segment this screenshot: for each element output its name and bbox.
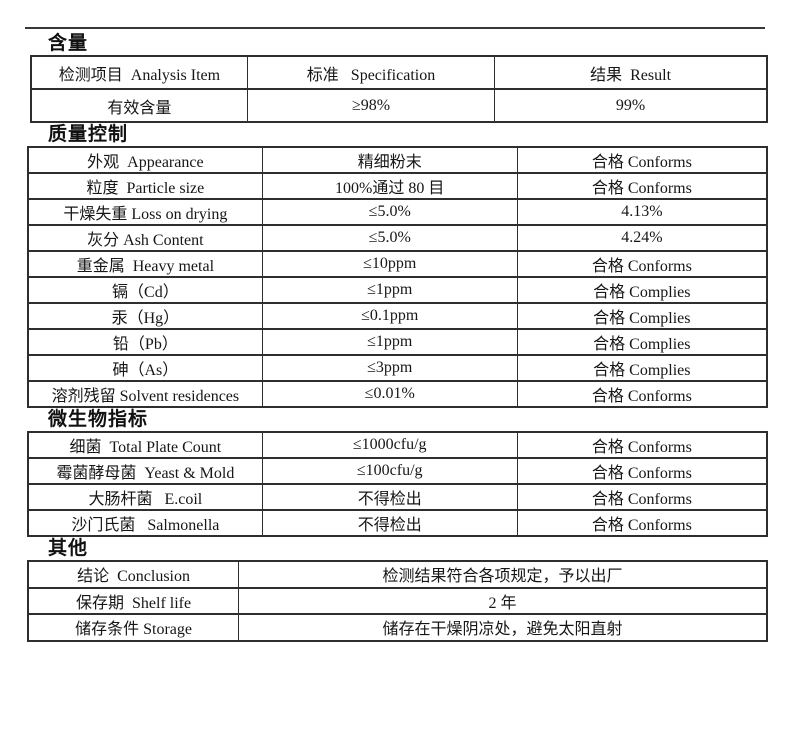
table-cell: 合格 Conforms [516,457,768,485]
table-cell: 100%通过 80 目 [261,172,518,200]
table-cell: ≤0.1ppm [261,302,518,330]
section-heading-microbiology: 微生物指标 [48,409,149,430]
section-microbiology: 微生物指标 细菌 Total Plate Count ≤1000cfu/g 合格 C… [0,408,800,537]
table-cell: 外观 Appearance [27,146,263,174]
table-row: 细菌 Total Plate Count ≤1000cfu/g 合格 Conform… [27,431,768,459]
table-cell: ≤0.01% [261,380,518,408]
table-cell: ≤100cfu/g [261,457,518,485]
table-cell: 合格 Complies [516,276,768,304]
table-row: 灰分 Ash Content ≤5.0% 4.24% [27,224,768,252]
table-cell: 大肠杆菌 E.coil [27,483,263,511]
table-cell: ≤1000cfu/g [261,431,518,459]
table-cell: ≤10ppm [261,250,518,278]
table-cell: ≤5.0% [261,198,518,226]
table-cell: 标准 Specification [246,55,496,90]
table-cell: 沙门氏菌 Salmonella [27,509,263,537]
table-cell: 99% [494,88,768,123]
table-cell: 合格 Conforms [516,380,768,408]
table-cell: 溶剂残留 Solvent residences [27,380,263,408]
top-rule-divider [25,27,765,29]
table-row: 有效含量 ≥98% 99% [30,88,768,123]
table-cell: 合格 Conforms [516,250,768,278]
table-cell: 有效含量 [30,88,248,123]
table-cell: 霉菌酵母菌 Yeast & Mold [27,457,263,485]
table-cell: ≤1ppm [261,276,518,304]
table-cell: 检测结果符合各项规定，予以出厂 [238,560,768,589]
table-row: 粒度 Particle size 100%通过 80 目合格 Conforms [27,172,768,200]
table-row: 保存期 Shelf life 2 年 [27,586,768,615]
table-cell: 合格 Conforms [516,483,768,511]
table-cell: 4.24% [516,224,768,252]
table-cell: 汞（Hg） [27,302,263,330]
table-cell: 合格 Conforms [516,431,768,459]
table-cell: 2 年 [238,586,768,615]
table-cell: 合格 Complies [516,302,768,330]
other-table-body: 结论 Conclusion 检测结果符合各项规定，予以出厂 保存期 Shelf li… [27,560,768,642]
table-cell: ≤3ppm [261,354,518,382]
table-cell: 合格 Conforms [516,146,768,174]
table-cell: 粒度 Particle size [27,172,263,200]
table-cell: 不得检出 [261,483,518,511]
assay-table-header: 检测项目 Analysis Item 标准 Specification 结果 Res… [30,55,768,90]
table-cell: 砷（As） [27,354,263,382]
quality-control-table: 外观 Appearance 精细粉末 合格 Conforms 粒度 Particle … [27,146,768,408]
table-cell: ≥98% [246,88,496,123]
table-cell: 铅（Pb） [27,328,263,356]
table-cell: 检测项目 Analysis Item [30,55,248,90]
table-cell: 重金属 Heavy metal [27,250,263,278]
table-cell: 合格 Complies [516,354,768,382]
table-cell: 储存条件 Storage [27,613,240,642]
section-heading-other: 其他 [48,538,89,559]
section-other: 其他 结论 Conclusion 检测结果符合各项规定，予以出厂 保存期 Shelf… [0,537,800,642]
other-table: 结论 Conclusion 检测结果符合各项规定，予以出厂 保存期 Shelf li… [27,560,768,642]
table-row: 霉菌酵母菌 Yeast & Mold ≤100cfu/g 合格 Conforms [27,457,768,485]
table-cell: 细菌 Total Plate Count [27,431,263,459]
table-cell: ≤5.0% [261,224,518,252]
table-cell: 灰分 Ash Content [27,224,263,252]
table-row: 干燥失重 Loss on drying ≤5.0% 4.13% [27,198,768,226]
document-content: 含量 检测项目 Analysis Item 标准 Specification 结果 … [0,32,800,642]
table-row: 大肠杆菌 E.coil 不得检出 合格 Conforms [27,483,768,511]
table-cell: 结果 Result [494,55,768,90]
table-cell: ≤1ppm [261,328,518,356]
assay-table: 检测项目 Analysis Item 标准 Specification 结果 Res… [30,55,768,123]
table-row: 溶剂残留 Solvent residences ≤0.01% 合格 Conforms [27,380,768,408]
section-heading-assay: 含量 [48,33,89,54]
table-row: 检测项目 Analysis Item 标准 Specification 结果 Res… [30,55,768,90]
assay-table-body: 有效含量 ≥98% 99% [30,88,768,123]
microbiology-table-body: 细菌 Total Plate Count ≤1000cfu/g 合格 Conform… [27,431,768,537]
table-cell: 干燥失重 Loss on drying [27,198,263,226]
table-row: 储存条件 Storage 储存在干燥阴凉处，避免太阳直射 [27,613,768,642]
microbiology-table: 细菌 Total Plate Count ≤1000cfu/g 合格 Conform… [27,431,768,537]
table-cell: 精细粉末 [261,146,518,174]
table-row: 外观 Appearance 精细粉末 合格 Conforms [27,146,768,174]
table-cell: 合格 Conforms [516,509,768,537]
table-row: 结论 Conclusion 检测结果符合各项规定，予以出厂 [27,560,768,589]
section-content-assay: 含量 检测项目 Analysis Item 标准 Specification 结果 … [0,32,800,123]
table-cell: 储存在干燥阴凉处，避免太阳直射 [238,613,768,642]
table-row: 铅（Pb） ≤1ppm 合格 Complies [27,328,768,356]
table-cell: 合格 Complies [516,328,768,356]
table-cell: 合格 Conforms [516,172,768,200]
table-row: 砷（As） ≤3ppm 合格 Complies [27,354,768,382]
table-row: 沙门氏菌 Salmonella 不得检出 合格 Conforms [27,509,768,537]
table-cell: 结论 Conclusion [27,560,240,589]
table-cell: 4.13% [516,198,768,226]
table-cell: 不得检出 [261,509,518,537]
table-row: 汞（Hg） ≤0.1ppm 合格 Complies [27,302,768,330]
section-heading-quality-control: 质量控制 [48,124,129,145]
table-row: 镉（Cd） ≤1ppm 合格 Complies [27,276,768,304]
quality-control-table-body: 外观 Appearance 精细粉末 合格 Conforms 粒度 Particle … [27,146,768,408]
table-cell: 保存期 Shelf life [27,586,240,615]
table-row: 重金属 Heavy metal ≤10ppm 合格 Conforms [27,250,768,278]
table-cell: 镉（Cd） [27,276,263,304]
section-quality-control: 质量控制 外观 Appearance 精细粉末 合格 Conforms 粒度 Part… [0,123,800,408]
